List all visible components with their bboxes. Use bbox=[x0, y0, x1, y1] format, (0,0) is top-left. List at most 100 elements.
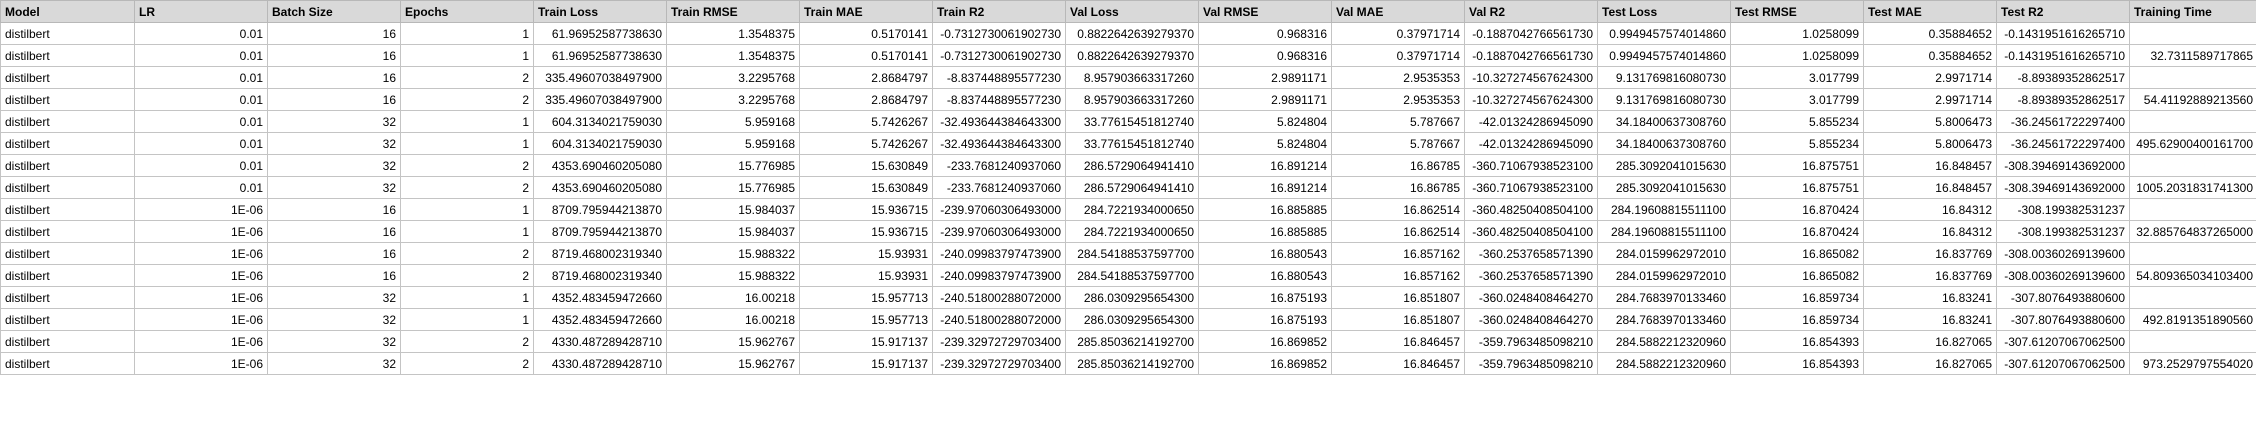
table-cell[interactable]: 284.5882212320960 bbox=[1597, 352, 1731, 375]
table-cell[interactable]: 32 bbox=[267, 308, 401, 331]
table-cell[interactable]: 16.854393 bbox=[1730, 330, 1864, 353]
table-cell[interactable]: 5.824804 bbox=[1198, 132, 1332, 155]
table-cell[interactable]: 61.96952587738630 bbox=[533, 44, 667, 67]
table-cell[interactable]: 16.851807 bbox=[1331, 286, 1465, 309]
table-cell[interactable]: 8.957903663317260 bbox=[1065, 66, 1199, 89]
table-cell[interactable]: 0.01 bbox=[134, 176, 268, 199]
column-header[interactable]: Batch Size bbox=[267, 0, 401, 23]
table-cell[interactable]: 284.0159962972010 bbox=[1597, 242, 1731, 265]
table-cell[interactable]: 16.880543 bbox=[1198, 242, 1332, 265]
table-cell[interactable]: 5.787667 bbox=[1331, 132, 1465, 155]
table-cell[interactable]: distilbert bbox=[0, 198, 135, 221]
table-cell[interactable]: 4352.483459472660 bbox=[533, 286, 667, 309]
table-cell[interactable]: 0.9949457574014860 bbox=[1597, 22, 1731, 45]
column-header[interactable]: Train RMSE bbox=[666, 0, 800, 23]
table-cell[interactable]: 286.5729064941410 bbox=[1065, 154, 1199, 177]
table-cell[interactable]: 16.837769 bbox=[1863, 242, 1997, 265]
table-cell[interactable]: -307.61207067062500 bbox=[1996, 352, 2130, 375]
table-cell[interactable]: 973.2529797554020 bbox=[2129, 352, 2256, 375]
table-cell[interactable]: 16.84312 bbox=[1863, 220, 1997, 243]
table-cell[interactable]: 16.848457 bbox=[1863, 154, 1997, 177]
table-cell[interactable]: 16 bbox=[267, 264, 401, 287]
table-cell[interactable]: 16.875193 bbox=[1198, 286, 1332, 309]
table-cell[interactable]: 15.776985 bbox=[666, 154, 800, 177]
table-cell[interactable]: distilbert bbox=[0, 242, 135, 265]
table-cell[interactable]: -233.7681240937060 bbox=[932, 154, 1066, 177]
table-cell[interactable]: 16 bbox=[267, 66, 401, 89]
table-cell[interactable]: 0.01 bbox=[134, 66, 268, 89]
column-header[interactable]: Train MAE bbox=[799, 0, 933, 23]
table-cell[interactable]: -233.7681240937060 bbox=[932, 176, 1066, 199]
table-cell[interactable]: 1 bbox=[400, 44, 534, 67]
table-cell[interactable] bbox=[2129, 66, 2256, 89]
table-cell[interactable]: 3.2295768 bbox=[666, 66, 800, 89]
table-cell[interactable]: 0.37971714 bbox=[1331, 44, 1465, 67]
table-cell[interactable]: 2 bbox=[400, 88, 534, 111]
table-cell[interactable]: 0.01 bbox=[134, 132, 268, 155]
table-cell[interactable]: 16.848457 bbox=[1863, 176, 1997, 199]
table-cell[interactable]: 33.77615451812740 bbox=[1065, 110, 1199, 133]
table-cell[interactable]: 8709.795944213870 bbox=[533, 220, 667, 243]
table-cell[interactable]: 5.855234 bbox=[1730, 110, 1864, 133]
table-cell[interactable]: distilbert bbox=[0, 132, 135, 155]
table-cell[interactable]: -10.327274567624300 bbox=[1464, 66, 1598, 89]
table-cell[interactable]: 2.9971714 bbox=[1863, 66, 1997, 89]
table-cell[interactable]: 15.988322 bbox=[666, 242, 800, 265]
table-cell[interactable]: -360.71067938523100 bbox=[1464, 176, 1598, 199]
table-cell[interactable]: distilbert bbox=[0, 22, 135, 45]
table-cell[interactable]: -42.01324286945090 bbox=[1464, 132, 1598, 155]
table-cell[interactable]: 4330.487289428710 bbox=[533, 352, 667, 375]
table-cell[interactable]: -0.1431951616265710 bbox=[1996, 44, 2130, 67]
table-cell[interactable]: 16.00218 bbox=[666, 308, 800, 331]
table-cell[interactable]: 286.5729064941410 bbox=[1065, 176, 1199, 199]
table-cell[interactable]: 15.988322 bbox=[666, 264, 800, 287]
table-cell[interactable]: -360.48250408504100 bbox=[1464, 198, 1598, 221]
table-cell[interactable] bbox=[2129, 154, 2256, 177]
table-cell[interactable]: 16.885885 bbox=[1198, 198, 1332, 221]
table-cell[interactable]: 286.0309295654300 bbox=[1065, 286, 1199, 309]
table-cell[interactable]: 1E-06 bbox=[134, 330, 268, 353]
column-header[interactable]: Test R2 bbox=[1996, 0, 2130, 23]
table-cell[interactable]: 0.01 bbox=[134, 44, 268, 67]
table-cell[interactable]: 16 bbox=[267, 44, 401, 67]
table-cell[interactable]: 1 bbox=[400, 22, 534, 45]
table-cell[interactable]: 16.875193 bbox=[1198, 308, 1332, 331]
table-cell[interactable]: -308.00360269139600 bbox=[1996, 242, 2130, 265]
table-cell[interactable]: 0.37971714 bbox=[1331, 22, 1465, 45]
table-cell[interactable]: 32 bbox=[267, 286, 401, 309]
column-header[interactable]: Test Loss bbox=[1597, 0, 1731, 23]
table-cell[interactable]: -308.199382531237 bbox=[1996, 220, 2130, 243]
table-cell[interactable]: -307.8076493880600 bbox=[1996, 286, 2130, 309]
table-cell[interactable]: -307.8076493880600 bbox=[1996, 308, 2130, 331]
table-cell[interactable]: -0.7312730061902730 bbox=[932, 22, 1066, 45]
table-cell[interactable]: 16.862514 bbox=[1331, 220, 1465, 243]
table-cell[interactable]: distilbert bbox=[0, 154, 135, 177]
table-cell[interactable]: 16.862514 bbox=[1331, 198, 1465, 221]
table-cell[interactable]: 8719.468002319340 bbox=[533, 264, 667, 287]
table-cell[interactable]: 335.49607038497900 bbox=[533, 66, 667, 89]
table-cell[interactable]: 5.7426267 bbox=[799, 110, 933, 133]
table-cell[interactable]: 284.19608815511100 bbox=[1597, 198, 1731, 221]
table-cell[interactable]: 1 bbox=[400, 286, 534, 309]
table-cell[interactable]: 285.85036214192700 bbox=[1065, 330, 1199, 353]
table-cell[interactable]: 3.017799 bbox=[1730, 88, 1864, 111]
table-cell[interactable]: distilbert bbox=[0, 308, 135, 331]
table-cell[interactable]: 15.776985 bbox=[666, 176, 800, 199]
table-cell[interactable]: 0.8822642639279370 bbox=[1065, 44, 1199, 67]
table-cell[interactable]: 32 bbox=[267, 176, 401, 199]
table-cell[interactable]: 15.936715 bbox=[799, 198, 933, 221]
table-cell[interactable]: -359.7963485098210 bbox=[1464, 330, 1598, 353]
column-header[interactable]: Val R2 bbox=[1464, 0, 1598, 23]
table-cell[interactable]: 1E-06 bbox=[134, 220, 268, 243]
table-cell[interactable]: 284.7221934000650 bbox=[1065, 220, 1199, 243]
table-cell[interactable]: 284.5882212320960 bbox=[1597, 330, 1731, 353]
table-cell[interactable]: 33.77615451812740 bbox=[1065, 132, 1199, 155]
table-cell[interactable] bbox=[2129, 286, 2256, 309]
table-cell[interactable]: 284.54188537597700 bbox=[1065, 264, 1199, 287]
table-cell[interactable]: 604.3134021759030 bbox=[533, 110, 667, 133]
table-cell[interactable]: 15.630849 bbox=[799, 176, 933, 199]
table-cell[interactable]: 0.5170141 bbox=[799, 22, 933, 45]
table-cell[interactable]: -360.71067938523100 bbox=[1464, 154, 1598, 177]
table-cell[interactable]: 2.9535353 bbox=[1331, 88, 1465, 111]
table-cell[interactable]: 15.984037 bbox=[666, 220, 800, 243]
